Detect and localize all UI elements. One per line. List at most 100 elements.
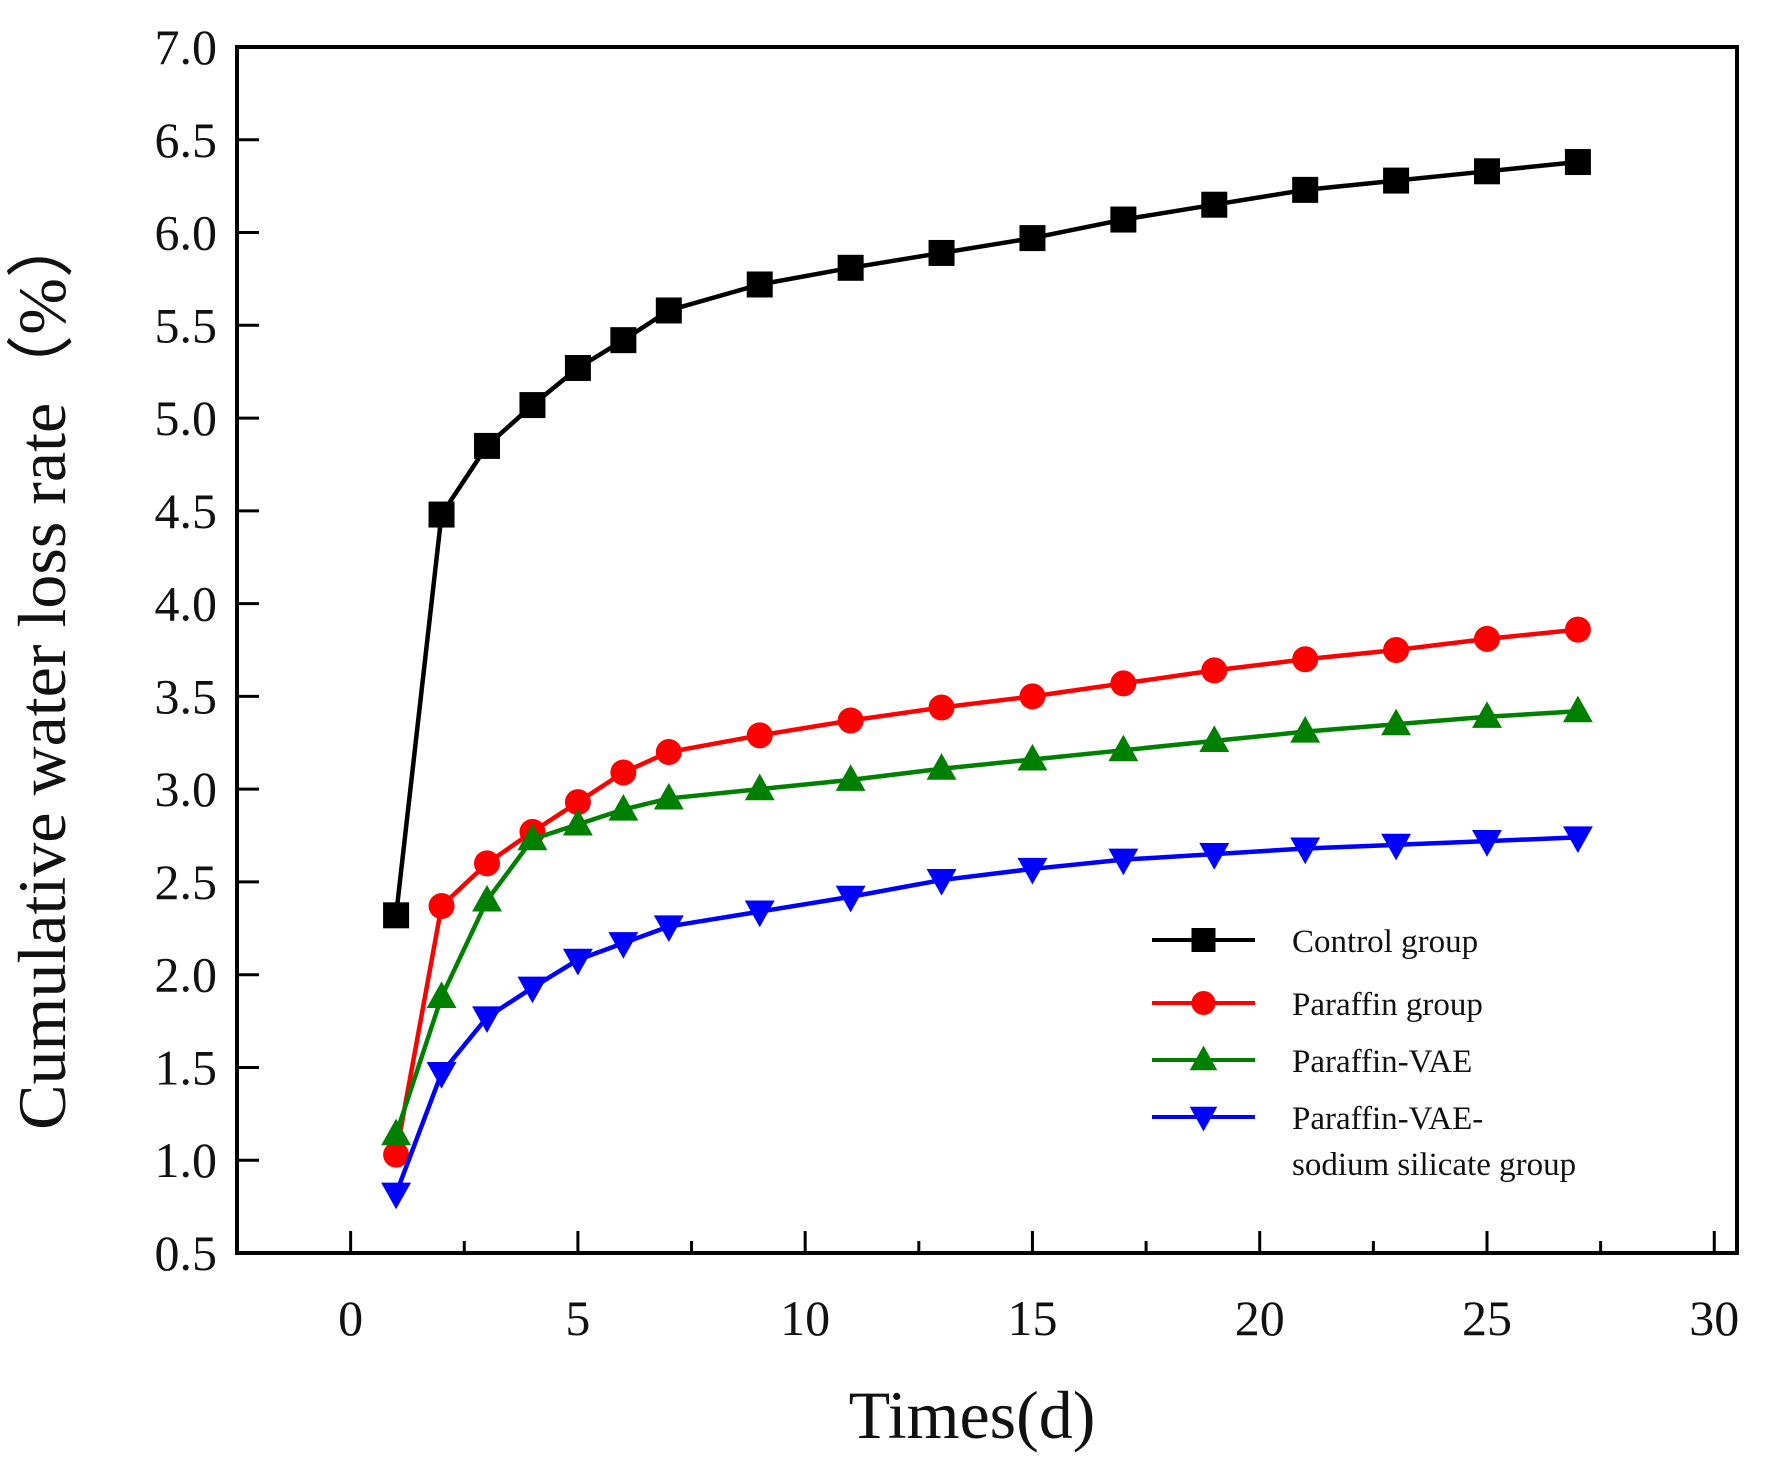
data-point xyxy=(928,694,955,721)
data-point xyxy=(608,932,639,959)
data-point xyxy=(1110,670,1137,697)
data-point xyxy=(746,271,773,298)
data-point xyxy=(835,764,866,791)
data-point xyxy=(1108,848,1139,876)
data-point xyxy=(1108,734,1139,762)
data-point xyxy=(928,239,955,266)
data-point xyxy=(1474,158,1500,185)
y-tick-label: 4.5 xyxy=(155,483,218,539)
data-point xyxy=(383,902,410,929)
data-point xyxy=(1290,837,1321,865)
data-point xyxy=(564,354,591,381)
data-point xyxy=(381,1182,412,1210)
y-tick-label: 0.5 xyxy=(155,1225,218,1281)
data-point xyxy=(1017,743,1048,771)
y-tick-label: 1.5 xyxy=(155,1039,218,1095)
data-point xyxy=(744,773,775,801)
data-point xyxy=(562,808,593,836)
y-tick-label: 4.0 xyxy=(155,576,218,632)
data-point xyxy=(926,753,957,780)
data-point xyxy=(653,915,684,943)
legend-label: Paraffin-VAE xyxy=(1292,1044,1472,1080)
data-point xyxy=(426,1061,457,1089)
y-tick-label: 6.0 xyxy=(155,205,218,261)
data-point xyxy=(1292,176,1319,203)
plot-frame xyxy=(235,45,1739,1255)
legend-marker xyxy=(1191,928,1216,952)
data-point xyxy=(746,722,773,749)
data-point xyxy=(1562,826,1593,853)
data-point xyxy=(1564,149,1591,176)
x-tick-label: 5 xyxy=(565,1290,590,1346)
data-point xyxy=(1381,708,1412,736)
y-tick-label: 6.5 xyxy=(155,112,218,168)
data-point xyxy=(564,789,591,816)
data-point xyxy=(1383,167,1410,194)
x-tick-label: 30 xyxy=(1689,1290,1739,1346)
data-point xyxy=(744,900,775,928)
data-point xyxy=(1019,683,1046,710)
data-point xyxy=(426,981,457,1009)
data-point xyxy=(428,501,455,528)
data-point xyxy=(472,884,502,912)
data-point xyxy=(1290,716,1321,743)
data-point xyxy=(1472,701,1502,728)
data-point xyxy=(1019,225,1046,252)
data-point xyxy=(381,1118,412,1146)
data-point xyxy=(835,885,866,913)
y-tick-label: 2.5 xyxy=(155,854,218,910)
data-point xyxy=(474,850,500,877)
x-tick-label: 25 xyxy=(1462,1290,1512,1346)
legend-label: Paraffin group xyxy=(1292,987,1483,1023)
y-tick-label: 1.0 xyxy=(155,1132,218,1188)
y-tick-label: 3.0 xyxy=(155,761,218,817)
legend-marker xyxy=(1189,1106,1218,1132)
data-point xyxy=(1017,857,1048,885)
data-point xyxy=(472,1006,502,1033)
data-point xyxy=(1201,657,1228,684)
data-point xyxy=(517,976,548,1004)
legend-marker xyxy=(1191,991,1216,1015)
data-point xyxy=(837,254,864,281)
legend-label: Control group xyxy=(1292,924,1478,960)
data-point xyxy=(1383,637,1410,663)
data-point xyxy=(474,432,500,459)
data-point xyxy=(383,1141,410,1168)
data-point xyxy=(519,392,546,419)
data-point xyxy=(1381,833,1412,861)
legend-label: sodium silicate group xyxy=(1292,1147,1576,1183)
data-point xyxy=(1472,830,1502,857)
data-point xyxy=(1201,191,1228,218)
legend-marker xyxy=(1189,1045,1218,1071)
x-tick-label: 10 xyxy=(780,1290,830,1346)
x-tick-label: 20 xyxy=(1235,1290,1285,1346)
x-tick-label: 15 xyxy=(1007,1290,1057,1346)
data-point xyxy=(562,948,593,976)
data-point xyxy=(1110,206,1137,233)
data-point xyxy=(517,823,548,851)
data-point xyxy=(608,793,639,821)
data-point xyxy=(610,759,637,786)
data-point xyxy=(655,297,682,324)
y-axis-title: Cumulative water loss rate（%） xyxy=(4,210,80,1130)
data-point xyxy=(1199,843,1230,870)
y-tick-label: 5.5 xyxy=(155,297,218,353)
data-point xyxy=(837,707,864,734)
y-tick-label: 7.0 xyxy=(155,19,218,75)
x-tick-label: 0 xyxy=(338,1290,363,1346)
y-tick-label: 2.0 xyxy=(155,947,218,1003)
data-point xyxy=(655,739,682,766)
data-point xyxy=(428,893,455,920)
data-point xyxy=(1564,616,1591,643)
x-axis-title: Times(d) xyxy=(849,1377,1096,1453)
y-tick-label: 3.5 xyxy=(155,668,218,724)
data-point xyxy=(1199,725,1230,752)
data-point xyxy=(1292,646,1319,673)
data-point xyxy=(926,869,957,896)
data-point xyxy=(1474,625,1500,652)
data-point xyxy=(653,782,684,810)
legend-label: Paraffin-VAE- xyxy=(1292,1101,1483,1137)
